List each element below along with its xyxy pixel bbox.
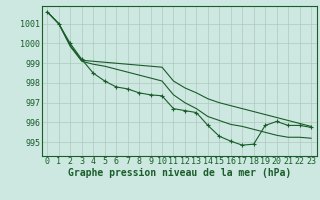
X-axis label: Graphe pression niveau de la mer (hPa): Graphe pression niveau de la mer (hPa)	[68, 168, 291, 178]
